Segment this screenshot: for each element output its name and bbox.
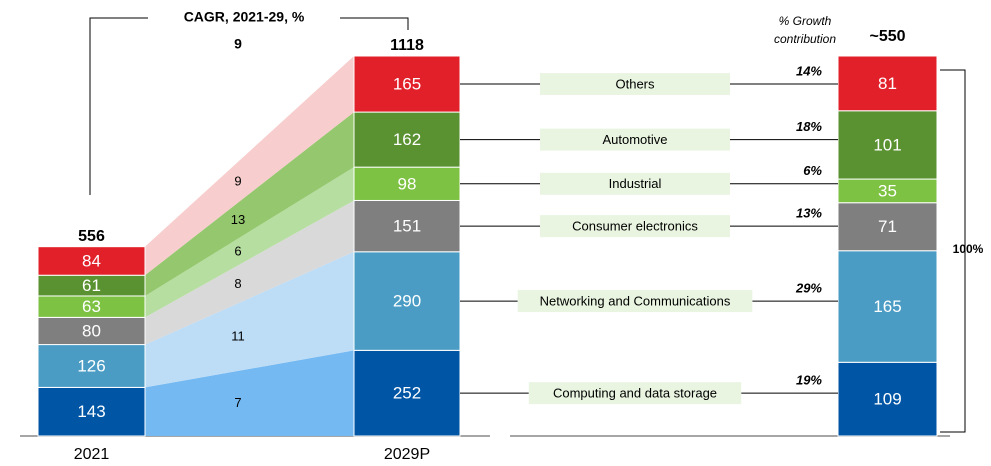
bar-value-label: 165 [393, 75, 421, 94]
growth-total-label: ~550 [869, 28, 905, 45]
growth-band [145, 200, 354, 345]
total-label: 1118 [390, 37, 424, 54]
bar-segment [353, 251, 461, 351]
bar-value-label: 290 [393, 292, 421, 311]
bar-segment [37, 246, 146, 276]
growth-value-label: 81 [878, 74, 897, 93]
bar-value-label: 80 [82, 321, 101, 340]
share-label: 13% [796, 206, 822, 221]
legend-box [528, 382, 742, 405]
bar-segment [353, 199, 461, 253]
cagr-label: 6 [234, 243, 241, 258]
bar-segment [37, 344, 146, 388]
bar-segment [353, 111, 461, 168]
growth-band [145, 251, 354, 388]
bar-segment [353, 166, 461, 201]
growth-title: % Growth [779, 14, 832, 28]
share-label: 19% [796, 373, 822, 388]
legend-label: Computing and data storage [553, 386, 717, 401]
growth-value-label: 71 [878, 217, 897, 236]
bracket [940, 69, 966, 433]
growth-segment [837, 361, 938, 437]
bar-value-label: 84 [82, 251, 101, 270]
bar-value-label: 126 [77, 356, 105, 375]
cagr-label: 7 [234, 395, 241, 410]
bar-value-label: 151 [393, 217, 421, 236]
cagr-label: 13 [231, 212, 245, 227]
x-tick-label: 2029P [384, 446, 430, 463]
legend-label: Automotive [602, 132, 667, 147]
growth-segment [837, 55, 938, 112]
x-tick-label: 2021 [74, 446, 110, 463]
bracket [89, 17, 148, 195]
legend-box [540, 73, 730, 96]
legend-label: Others [615, 76, 655, 91]
bar-segment [353, 55, 461, 113]
bar-value-label: 252 [393, 384, 421, 403]
growth-segment [837, 250, 938, 363]
legend-label: Consumer electronics [572, 219, 698, 234]
legend-box [517, 290, 753, 313]
bar-value-label: 61 [82, 276, 101, 295]
growth-segment [837, 202, 938, 252]
cagr-total: 9 [234, 36, 242, 52]
growth-title: contribution [774, 32, 836, 46]
growth-band [145, 350, 354, 436]
cagr-title: CAGR, 2021-29, % [184, 9, 305, 25]
bar-value-label: 162 [393, 130, 421, 149]
growth-value-label: 35 [878, 181, 897, 200]
growth-value-label: 101 [873, 135, 901, 154]
share-label: 14% [796, 63, 822, 78]
growth-value-label: 165 [873, 297, 901, 316]
bar-segment [353, 349, 461, 437]
bar-value-label: 143 [77, 402, 105, 421]
legend-box [540, 128, 730, 151]
bar-value-label: 98 [398, 174, 417, 193]
share-label: 6% [803, 163, 822, 178]
bar-value-label: 63 [82, 297, 101, 316]
bracket [340, 17, 409, 30]
cagr-label: 11 [231, 329, 245, 344]
legend-box [540, 215, 730, 238]
cagr-label: 8 [234, 276, 241, 291]
growth-segment [837, 110, 938, 180]
share-total-label: 100% [953, 242, 984, 256]
legend-label: Networking and Communications [540, 294, 731, 309]
share-label: 29% [795, 281, 822, 296]
growth-band [145, 112, 354, 296]
cagr-label: 9 [234, 174, 241, 189]
growth-value-label: 109 [873, 390, 901, 409]
legend-label: Industrial [609, 176, 662, 191]
growth-band [145, 56, 354, 276]
bar-segment [37, 316, 146, 346]
growth-band [145, 167, 354, 318]
total-label: 556 [78, 228, 105, 245]
share-label: 18% [796, 119, 822, 134]
legend-box [540, 172, 730, 195]
